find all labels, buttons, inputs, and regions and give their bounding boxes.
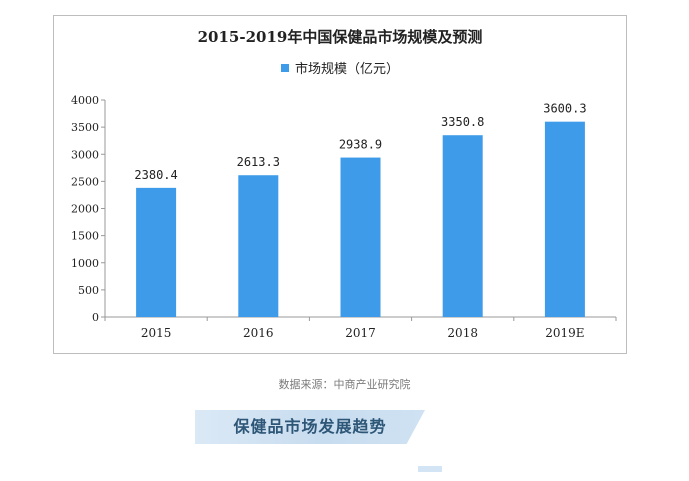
y-tick-label: 1000 (71, 257, 99, 270)
y-tick-label: 2000 (71, 203, 99, 216)
chart-title: 2015-2019年中国保健品市场规模及预测 (197, 28, 483, 46)
y-tick-label: 500 (78, 284, 99, 297)
data-label: 3350.8 (441, 115, 484, 129)
y-tick-label: 1500 (71, 230, 99, 243)
bar (238, 175, 279, 317)
legend: 市场规模（亿元） (54, 58, 626, 77)
section-banner: 保健品市场发展趋势 (195, 410, 425, 444)
y-tick-label: 3000 (71, 148, 99, 161)
decorative-mark (418, 466, 442, 472)
data-label: 2380.4 (134, 168, 177, 182)
data-label: 2613.3 (237, 155, 280, 169)
data-label: 3600.3 (543, 102, 586, 116)
y-tick-label: 2500 (71, 175, 99, 188)
bar (340, 157, 381, 317)
banner-background (195, 410, 425, 444)
x-tick-label: 2016 (243, 326, 274, 340)
x-tick-label: 2015 (141, 326, 172, 340)
y-tick-label: 0 (92, 311, 99, 324)
chart-frame: 2015-2019年中国保健品市场规模及预测 市场规模（亿元） 0 500 1000… (53, 15, 627, 354)
banner-title: 保健品市场发展趋势 (233, 417, 387, 436)
y-tick-label: 4000 (71, 94, 99, 107)
bar (442, 135, 483, 317)
x-tick-label: 2018 (447, 326, 478, 340)
x-tick-label: 2019E (545, 326, 584, 340)
x-tick-label: 2017 (345, 326, 376, 340)
legend-label: 市场规模（亿元） (294, 62, 399, 77)
source-note: 数据来源：中商产业研究院 (278, 378, 411, 391)
bar-chart: 0 500 1000 1500 2000 2500 3000 3500 4000 2380.4 20… (71, 94, 617, 340)
data-label: 2938.9 (339, 138, 382, 152)
bar (136, 187, 177, 317)
bar (544, 121, 585, 318)
legend-swatch (280, 64, 289, 72)
y-tick-label: 3500 (71, 121, 99, 134)
